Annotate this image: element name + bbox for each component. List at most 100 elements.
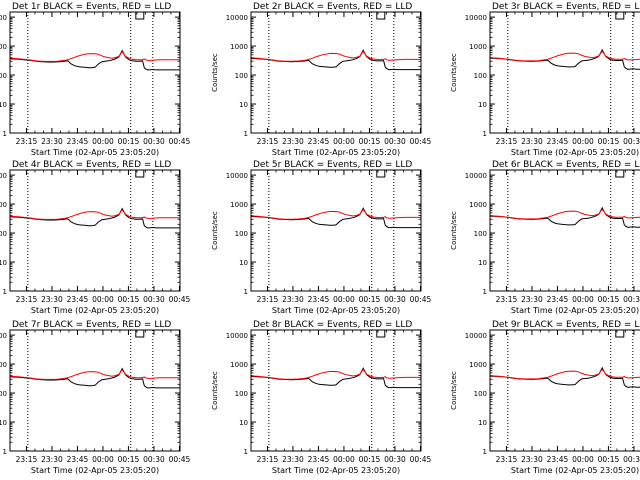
lld-series-line (250, 50, 421, 62)
y-axis-label: Counts/sec (211, 371, 219, 410)
x-tick-label: 23:45 (308, 455, 330, 464)
x-tick-label: 00:00 (572, 295, 594, 304)
lld-series-line (250, 208, 421, 220)
x-axis-label: Start Time (02-Apr-05 23:05:20) (272, 148, 400, 157)
panel-title: Det 1r BLACK = Events, RED = LLD (12, 2, 171, 12)
y-tick-label: 10000 (0, 14, 7, 22)
events-series-line (250, 207, 421, 229)
y-tick-label: 1 (483, 130, 487, 138)
x-tick-label: 23:15 (496, 137, 518, 146)
x-tick-label: 23:30 (521, 295, 543, 304)
saa-flag-marker (615, 12, 625, 20)
x-tick-label: 00:30 (384, 295, 406, 304)
lld-series-line (489, 208, 640, 220)
x-tick-label: 00:45 (169, 137, 191, 146)
x-axis-label: Start Time (02-Apr-05 23:05:20) (31, 148, 159, 157)
saa-flag-marker (615, 330, 625, 338)
y-tick-label: 1000 (469, 201, 487, 209)
x-tick-label: 23:30 (521, 137, 543, 146)
plot-frame (489, 169, 640, 292)
panel-title: Det 2r BLACK = Events, RED = LLD (253, 2, 412, 12)
y-tick-label: 1000 (0, 201, 7, 209)
y-tick-label: 10 (0, 259, 7, 267)
y-tick-label: 100 (235, 230, 248, 238)
saa-flag-marker (135, 12, 145, 20)
x-tick-label: 23:45 (308, 295, 330, 304)
y-tick-label: 1000 (230, 361, 248, 369)
panel-title: Det 6r BLACK = Events, RED = LLD (492, 160, 640, 170)
x-tick-label: 23:15 (16, 137, 38, 146)
y-tick-label: 10 (478, 259, 487, 267)
y-tick-label: 100 (235, 390, 248, 398)
y-tick-label: 10 (0, 101, 7, 109)
x-axis-label: Start Time (02-Apr-05 23:05:20) (272, 466, 400, 475)
y-tick-label: 10 (478, 101, 487, 109)
y-axis-label: Counts/sec (211, 211, 219, 250)
y-tick-label: 100 (0, 230, 7, 238)
y-tick-label: 100 (0, 72, 7, 80)
x-tick-label: 00:00 (92, 295, 114, 304)
events-series-line (9, 367, 180, 389)
x-axis-label: Start Time (02-Apr-05 23:05:20) (511, 466, 639, 475)
y-tick-label: 1000 (469, 361, 487, 369)
x-tick-label: 00:15 (598, 455, 620, 464)
x-tick-label: 00:15 (359, 295, 381, 304)
x-tick-label: 23:30 (521, 455, 543, 464)
y-tick-label: 100 (235, 72, 248, 80)
panel-title: Det 9r BLACK = Events, RED = LLD (492, 320, 640, 330)
x-tick-label: 23:30 (41, 295, 63, 304)
y-tick-label: 10000 (465, 172, 487, 180)
y-tick-label: 10 (239, 419, 248, 427)
det-panel-6: Det 6r BLACK = Events, RED = LLD Counts/s… (450, 160, 640, 315)
x-tick-label: 00:45 (169, 295, 191, 304)
y-axis-label: Counts/sec (450, 371, 458, 410)
y-tick-label: 10 (0, 419, 7, 427)
y-tick-label: 1 (483, 288, 487, 296)
x-tick-label: 23:15 (496, 295, 518, 304)
x-tick-label: 00:30 (143, 455, 165, 464)
x-tick-label: 00:00 (92, 137, 114, 146)
y-tick-label: 10000 (0, 172, 7, 180)
x-tick-label: 00:30 (623, 295, 640, 304)
y-tick-label: 1 (3, 448, 7, 456)
x-tick-label: 00:45 (410, 137, 432, 146)
lld-series-line (9, 368, 180, 380)
det-panel-5: Det 5r BLACK = Events, RED = LLD Counts/s… (211, 160, 431, 315)
x-tick-label: 00:30 (143, 137, 165, 146)
x-tick-label: 00:00 (333, 455, 355, 464)
y-tick-label: 100 (0, 390, 7, 398)
x-tick-label: 23:15 (257, 295, 279, 304)
x-axis-label: Start Time (02-Apr-05 23:05:20) (511, 148, 639, 157)
x-axis-label: Start Time (02-Apr-05 23:05:20) (511, 306, 639, 315)
x-tick-label: 23:30 (282, 455, 304, 464)
det-panel-1: Det 1r BLACK = Events, RED = LLDCounts/s… (0, 2, 190, 157)
x-tick-label: 00:00 (92, 455, 114, 464)
saa-flag-marker (615, 170, 625, 178)
x-tick-label: 23:45 (547, 455, 569, 464)
x-tick-label: 00:30 (623, 455, 640, 464)
x-tick-label: 00:00 (572, 137, 594, 146)
x-axis-label: Start Time (02-Apr-05 23:05:20) (31, 466, 159, 475)
y-tick-label: 10000 (226, 14, 248, 22)
y-tick-label: 1000 (0, 43, 7, 51)
y-tick-label: 10 (478, 419, 487, 427)
x-tick-label: 23:15 (16, 295, 38, 304)
y-tick-label: 10000 (465, 332, 487, 340)
x-axis-label: Start Time (02-Apr-05 23:05:20) (31, 306, 159, 315)
det-panel-3: Det 3r BLACK = Events, RED = LLD Counts/s… (450, 2, 640, 157)
x-tick-label: 00:00 (572, 455, 594, 464)
x-tick-label: 23:15 (16, 455, 38, 464)
events-series-line (250, 367, 421, 389)
x-tick-label: 00:15 (118, 137, 140, 146)
x-tick-label: 00:15 (359, 455, 381, 464)
det-panel-4: Det 4r BLACK = Events, RED = LLDCounts/s… (0, 160, 190, 315)
y-tick-label: 10000 (0, 332, 7, 340)
saa-flag-marker (135, 170, 145, 178)
y-tick-label: 10000 (465, 14, 487, 22)
x-tick-label: 00:45 (169, 455, 191, 464)
x-tick-label: 23:45 (67, 137, 89, 146)
plot-frame (489, 11, 640, 134)
events-series-line (9, 49, 180, 71)
lld-series-line (489, 50, 640, 62)
det-panel-9: Det 9r BLACK = Events, RED = LLD Counts/s… (450, 320, 640, 475)
